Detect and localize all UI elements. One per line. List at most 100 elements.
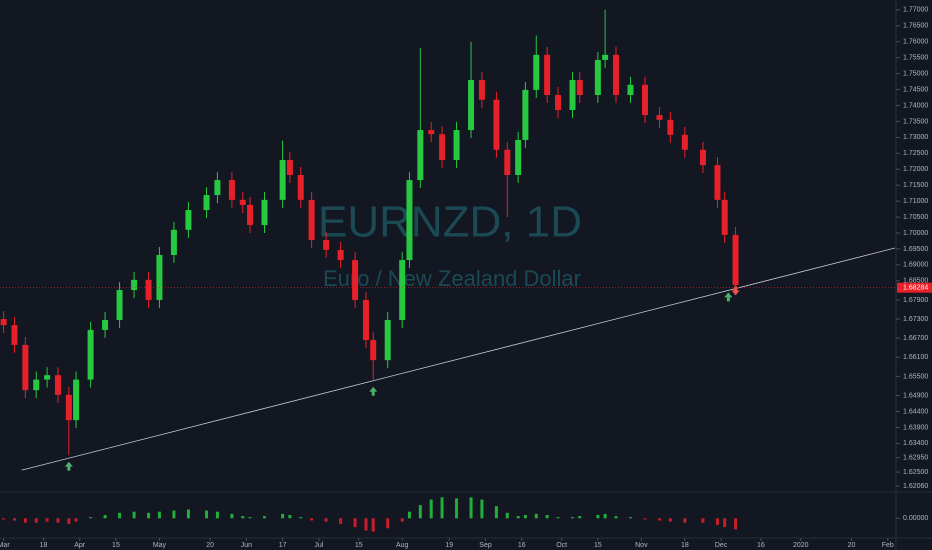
candle-body — [384, 320, 391, 361]
buy-signal — [64, 461, 73, 471]
candle-body — [297, 174, 304, 200]
candle-body — [468, 80, 475, 131]
time-tick-label: 18 — [40, 542, 48, 549]
price-tick-label: 1.69500 — [903, 246, 928, 253]
symbol-description: Euro / New Zealand Dollar — [323, 266, 581, 291]
histogram-bar — [172, 510, 176, 519]
price-tick-label: 1.74500 — [903, 86, 928, 93]
time-tick-label: Jul — [314, 542, 323, 549]
time-tick-label: 20 — [848, 542, 856, 549]
candle-body — [362, 299, 369, 341]
histogram-bar — [386, 518, 390, 529]
time-tick-label: Jun — [241, 542, 252, 549]
sell-signal — [731, 286, 740, 296]
histogram-bar — [400, 518, 404, 522]
histogram-bar — [534, 513, 538, 519]
candle-body — [22, 344, 29, 391]
price-tick-label: 1.69000 — [903, 262, 928, 269]
price-tick-label: 1.67900 — [903, 297, 928, 304]
histogram-bar — [469, 497, 473, 519]
histogram-bar — [418, 505, 422, 519]
histogram-bar — [89, 517, 93, 519]
candle-body — [44, 375, 51, 380]
price-tick-label: 1.70000 — [903, 230, 928, 237]
candle-body — [73, 379, 80, 421]
candle-body — [721, 199, 728, 235]
candle-body — [54, 375, 61, 395]
histogram-bar — [339, 518, 343, 524]
histogram-bar — [571, 517, 575, 519]
price-tick-label: 1.75000 — [903, 70, 928, 77]
candle-body — [555, 94, 562, 110]
candle-body — [131, 279, 138, 291]
price-tick-label: 1.62500 — [903, 469, 928, 476]
candle-body — [87, 329, 94, 380]
candle-body — [641, 84, 648, 116]
histogram-bar — [34, 518, 38, 523]
price-tick-label: 1.72500 — [903, 150, 928, 157]
histogram-bar — [147, 512, 151, 519]
histogram-bar — [734, 518, 738, 530]
histogram-bar — [505, 512, 509, 519]
candle-body — [239, 199, 246, 205]
last-price-box — [897, 282, 932, 293]
buy-signal — [369, 386, 378, 396]
time-tick-label: May — [153, 542, 167, 549]
buy-signal — [724, 292, 733, 302]
time-tick-label: 17 — [279, 542, 287, 549]
candle-body — [399, 260, 406, 321]
histogram-bar — [440, 497, 444, 519]
histogram-bar — [74, 518, 78, 522]
histogram-bar — [310, 518, 314, 521]
candle-body — [504, 149, 511, 175]
histogram-bar — [556, 517, 560, 519]
histogram-bar — [324, 518, 328, 522]
price-tick-label: 1.74000 — [903, 102, 928, 109]
histogram-bar — [715, 518, 719, 525]
histogram-bar — [2, 518, 6, 520]
price-tick-label: 1.62060 — [903, 483, 928, 490]
candle-body — [667, 119, 674, 135]
price-tick-label: 1.65500 — [903, 373, 928, 380]
price-tick-label: 1.67300 — [903, 316, 928, 323]
histogram-bar — [545, 515, 549, 519]
price-tick-label: 1.68500 — [903, 278, 928, 285]
candle-body — [681, 134, 688, 150]
candle-body — [612, 54, 619, 95]
price-tick-label: 1.75500 — [903, 55, 928, 62]
trendline — [21, 247, 896, 471]
time-tick-label: 15 — [355, 542, 363, 549]
candle-body — [544, 54, 551, 95]
histogram-bar — [701, 518, 705, 523]
histogram-bar — [643, 518, 647, 520]
histogram-bar — [215, 511, 219, 519]
histogram-bar — [480, 499, 484, 519]
time-tick-label: 15 — [594, 542, 602, 549]
price-tick-label: 1.64900 — [903, 392, 928, 399]
candle-body — [286, 160, 293, 175]
histogram-bar — [263, 516, 267, 519]
histogram-bar — [186, 509, 190, 519]
candle-body — [656, 115, 663, 120]
candle-body — [102, 320, 109, 330]
candle-body — [337, 249, 344, 261]
candle-body — [406, 180, 413, 261]
candle-body — [156, 254, 163, 300]
price-tick-label: 1.76000 — [903, 39, 928, 46]
histogram-bar — [248, 517, 252, 519]
candle-body — [453, 130, 460, 161]
price-tick-label: 1.63400 — [903, 440, 928, 447]
price-tick-label: 1.72000 — [903, 166, 928, 173]
histogram-bar — [241, 516, 245, 519]
histogram-bar — [578, 516, 582, 519]
time-tick-label: 16 — [757, 542, 765, 549]
candle-body — [65, 394, 72, 421]
candle-body — [170, 229, 177, 255]
candle-body — [214, 180, 221, 196]
time-tick-label: Sep — [479, 542, 492, 549]
histogram-bar — [628, 517, 632, 519]
symbol-watermark: EURNZD, 1D — [318, 198, 582, 247]
histogram-bar — [668, 518, 672, 522]
candle-body — [478, 80, 485, 100]
